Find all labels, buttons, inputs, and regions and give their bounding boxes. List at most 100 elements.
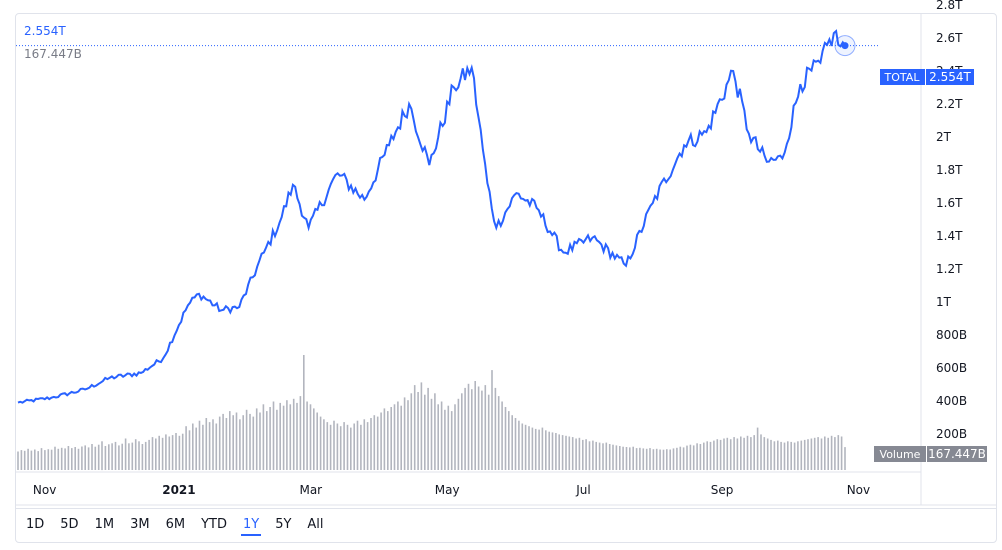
volume-tag: Volume 167.447B xyxy=(874,446,987,462)
volume-bar xyxy=(249,413,251,470)
volume-bar xyxy=(504,407,507,470)
volume-bar xyxy=(410,393,413,470)
volume-bar xyxy=(820,438,823,470)
volume-bar xyxy=(171,435,174,470)
timeframe-5y-button[interactable]: 5Y xyxy=(275,516,292,532)
timeframe-1y-button[interactable]: 1Y xyxy=(240,513,262,536)
volume-bar xyxy=(743,437,745,470)
volume-bar xyxy=(450,411,453,470)
price-axis: 2.8T2.6T2.4T2.2T2T1.8T1.6T1.4T1.2T1T800B… xyxy=(936,0,967,441)
volume-bar xyxy=(346,424,349,470)
volume-bar xyxy=(316,412,318,470)
volume-bar xyxy=(50,449,53,470)
volume-bar xyxy=(81,446,83,470)
price-axis-tick: 1.8T xyxy=(936,163,963,177)
volume-bar xyxy=(329,424,332,470)
total-price-tag: TOTAL 2.554T xyxy=(880,69,974,85)
timeframe-5d-button[interactable]: 5D xyxy=(60,516,79,532)
volume-bar xyxy=(222,413,224,470)
volume-bar xyxy=(655,448,658,470)
volume-bar xyxy=(34,449,36,470)
volume-bar xyxy=(403,397,406,470)
volume-bar xyxy=(124,438,127,470)
volume-bar xyxy=(793,442,796,470)
volume-bar xyxy=(44,450,46,470)
volume-bar xyxy=(827,437,829,470)
volume-bar xyxy=(763,437,766,470)
volume-bar xyxy=(215,423,218,470)
volume-bar xyxy=(309,404,312,470)
legend-volume-value: 167.447B xyxy=(24,47,82,61)
volume-bar xyxy=(652,449,655,470)
volume-bar xyxy=(719,439,722,470)
volume-bar xyxy=(296,402,298,470)
volume-bar xyxy=(736,438,739,470)
timeframe-ytd-button[interactable]: YTD xyxy=(201,516,227,532)
volume-bar xyxy=(592,440,594,470)
volume-bar xyxy=(487,394,490,470)
volume-bar xyxy=(484,385,487,470)
volume-bar xyxy=(605,442,608,470)
volume-bar xyxy=(134,439,137,470)
price-axis-tick: 1.4T xyxy=(936,229,963,243)
volume-bar xyxy=(195,427,197,470)
volume-bar xyxy=(259,412,261,470)
volume-bar xyxy=(662,449,665,470)
timeframe-1d-button[interactable]: 1D xyxy=(26,516,45,532)
volume-tag-label: Volume xyxy=(880,448,921,461)
legend-price-value: 2.554T xyxy=(24,24,66,38)
volume-bar xyxy=(444,409,446,470)
volume-bar xyxy=(602,443,604,470)
volume-bar xyxy=(501,401,503,470)
time-axis-tick: Sep xyxy=(711,483,734,497)
time-axis-tick: Jul xyxy=(575,483,590,497)
timeframe-3m-button[interactable]: 3M xyxy=(130,516,150,532)
volume-bar xyxy=(521,423,524,470)
timeframe-1m-button[interactable]: 1M xyxy=(94,516,115,532)
price-axis-tick: 200B xyxy=(936,427,967,441)
time-axis-tick: 2021 xyxy=(162,483,195,497)
volume-bar xyxy=(497,396,500,470)
time-axis-tick: Nov xyxy=(847,483,870,497)
volume-bar xyxy=(376,416,379,470)
volume-bar xyxy=(709,441,712,470)
volume-bar xyxy=(756,427,759,470)
volume-bar xyxy=(269,407,271,470)
volume-bar xyxy=(212,419,214,470)
volume-bar xyxy=(161,437,164,470)
volume-bar xyxy=(27,448,29,470)
volume-bar xyxy=(632,446,634,470)
volume-bar xyxy=(561,435,564,470)
time-axis: Nov 2021 Mar May Jul Sep Nov xyxy=(33,483,870,497)
volume-bar xyxy=(528,426,530,470)
volume-bar xyxy=(138,441,140,471)
volume-bar xyxy=(571,437,574,470)
volume-bar xyxy=(262,404,265,470)
volume-bar xyxy=(60,447,63,470)
timeframe-6m-button[interactable]: 6M xyxy=(165,516,186,532)
volume-bar xyxy=(706,441,708,471)
volume-bar xyxy=(669,449,671,470)
price-axis-tick: 2T xyxy=(936,130,952,144)
volume-bar xyxy=(148,439,150,470)
volume-bar xyxy=(380,412,382,470)
volume-bar xyxy=(23,450,26,470)
price-axis-tick: 1T xyxy=(936,295,952,309)
volume-bar xyxy=(323,419,325,470)
volume-bar xyxy=(679,446,682,470)
total-tag-value: 2.554T xyxy=(929,70,971,84)
volume-bar xyxy=(64,448,66,470)
volume-bar xyxy=(427,387,429,470)
volume-bar xyxy=(202,424,204,470)
volume-bar xyxy=(397,401,399,470)
volume-bar xyxy=(440,401,443,470)
volume-bar xyxy=(387,411,389,470)
volume-bar xyxy=(111,443,113,470)
volume-bar xyxy=(760,434,762,470)
timeframe-all-button[interactable]: All xyxy=(307,516,324,532)
volume-bar xyxy=(373,415,376,470)
volume-bar xyxy=(17,451,19,470)
volume-bar xyxy=(424,394,426,470)
volume-bar xyxy=(686,445,688,470)
